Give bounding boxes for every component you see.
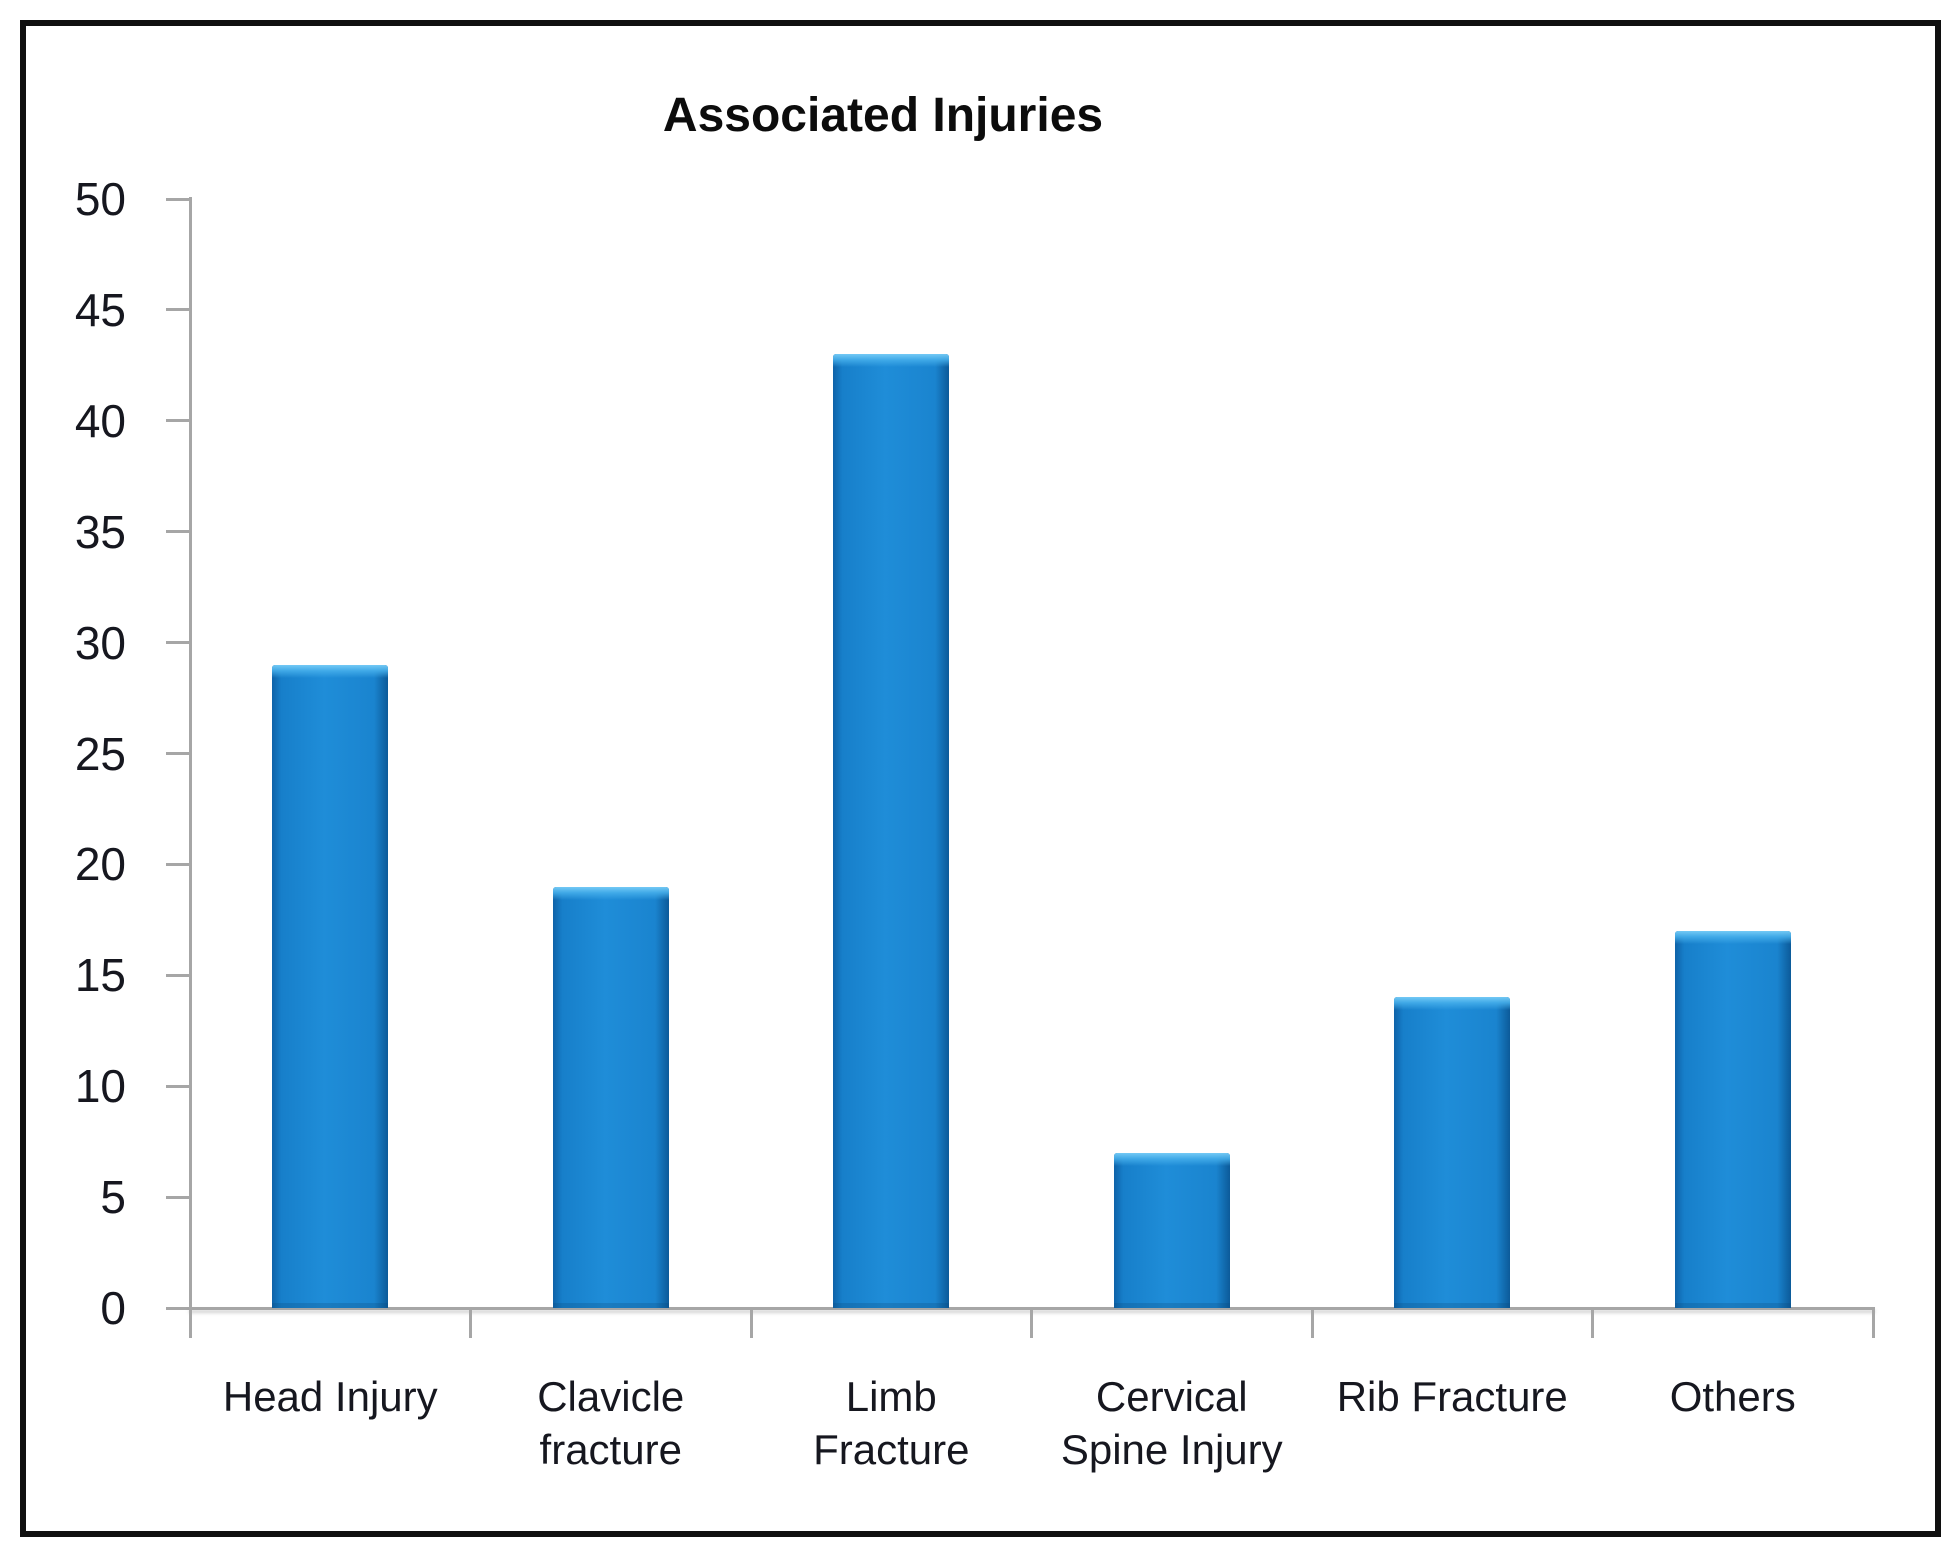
category-label-line: Head Injury [222,1373,438,1420]
bar [1394,997,1511,1308]
category-label: Head Injury [190,1370,471,1423]
y-tick [166,752,190,755]
category-label: Clavicle fracture [471,1370,752,1476]
y-tick [166,530,190,534]
y-tick-label: 15 [74,949,126,1002]
y-tick [166,1084,190,1088]
y-tick-label: 30 [74,616,126,669]
y-tick-label: 40 [74,394,126,447]
category-label-line: Cervical [1095,1373,1248,1420]
category-label-line: Others [1669,1373,1796,1420]
category-label-line: Spine Injury [1060,1426,1283,1473]
y-tick-label: 45 [74,283,126,336]
category-label-line: fracture [539,1426,682,1473]
y-tick [166,862,190,866]
y-tick-label: 35 [74,505,126,558]
y-tick-label: 5 [100,1171,126,1224]
category-label: Cervical Spine Injury [1032,1370,1313,1476]
bar [833,354,950,1308]
y-tick-label: 50 [74,173,126,225]
y-tick-label: 0 [100,1282,126,1334]
category-label: Rib Fracture [1312,1370,1593,1423]
x-tick [749,1308,753,1338]
chart-title: Associated Injuries [662,89,1104,143]
y-tick [166,419,190,423]
x-tick [1030,1308,1033,1338]
y-tick [166,308,190,312]
y-tick-label: 20 [74,838,126,891]
y-tick [166,641,190,645]
x-tick [1871,1308,1875,1338]
category-label-line: Rib Fracture [1336,1373,1568,1420]
category-label-line: Limb [845,1373,937,1420]
x-tick [1310,1308,1314,1338]
category-label: Others [1593,1370,1874,1423]
x-tick [1591,1308,1594,1338]
bar [272,664,389,1309]
y-tick-label: 10 [74,1060,126,1113]
category-label-line: Fracture [813,1426,970,1473]
category-label-line: Clavicle [537,1373,685,1420]
bar [552,886,669,1309]
y-tick-label: 25 [74,727,126,780]
bar [1113,1152,1230,1309]
y-tick [166,1306,190,1310]
category-label: Limb Fracture [751,1370,1032,1476]
y-tick [166,973,190,977]
y-tick [166,197,190,201]
x-tick [469,1308,472,1338]
y-axis-line [188,197,192,1338]
x-tick [188,1308,192,1338]
bar [1674,930,1791,1309]
y-tick [166,1195,190,1199]
